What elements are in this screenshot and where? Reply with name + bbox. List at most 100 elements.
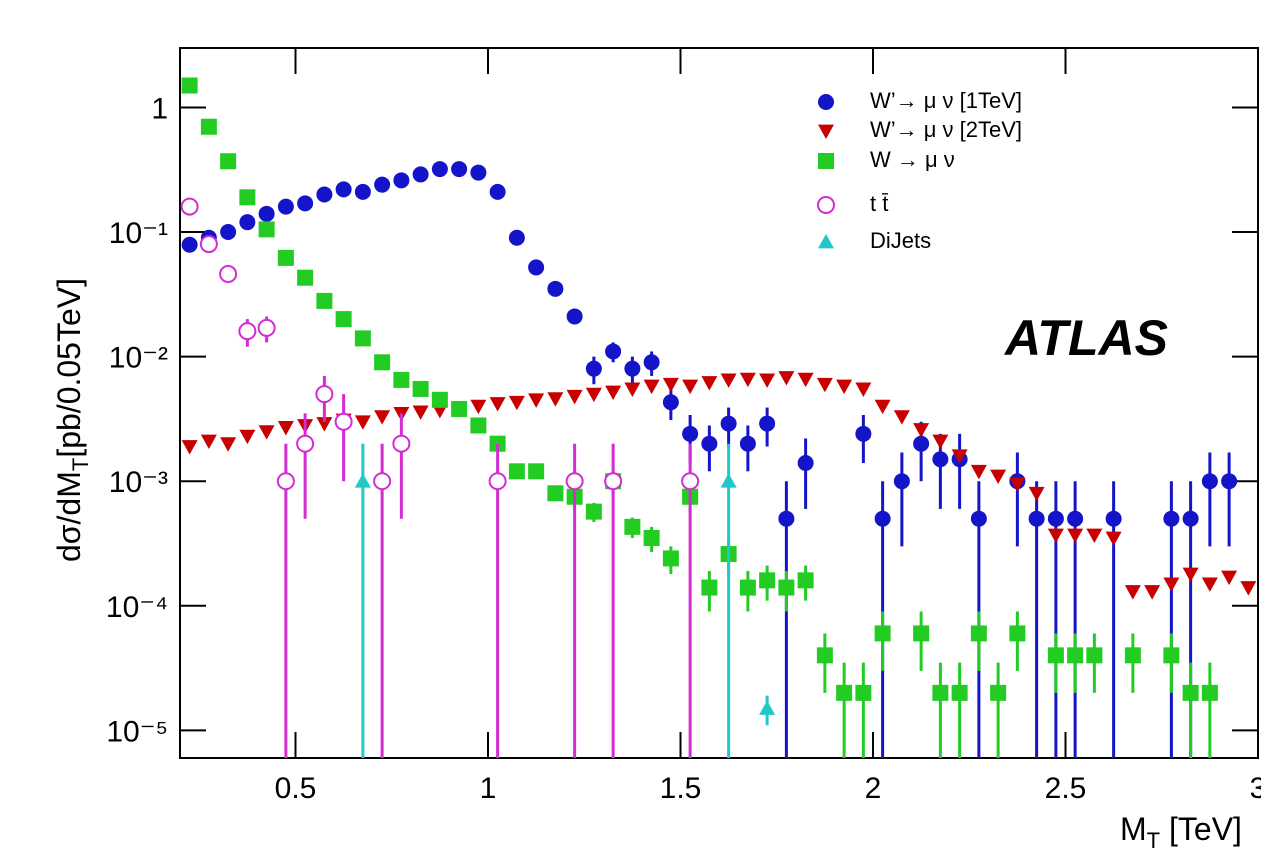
marker (1047, 528, 1064, 543)
y-axis-label: dσ/dMT[pb/0.05TeV] (51, 278, 93, 562)
series (354, 443, 776, 758)
marker (220, 437, 237, 452)
marker (199, 235, 218, 254)
marker (239, 189, 256, 206)
marker (412, 405, 429, 420)
marker (913, 625, 930, 642)
marker (682, 425, 699, 442)
marker (315, 385, 334, 404)
marker (682, 379, 699, 395)
marker (239, 429, 256, 445)
marker (374, 354, 391, 371)
marker (1182, 510, 1199, 527)
marker (277, 249, 294, 266)
marker (1163, 577, 1180, 592)
marker (489, 397, 506, 412)
marker (1201, 577, 1218, 592)
marker (816, 647, 833, 664)
marker (662, 377, 679, 393)
marker (1221, 473, 1238, 490)
marker (759, 700, 776, 715)
marker (855, 382, 872, 397)
marker (681, 472, 700, 491)
marker (836, 684, 853, 701)
marker (951, 449, 968, 464)
marker (470, 417, 487, 434)
marker (373, 472, 392, 491)
y-label-part: [pb/0.05TeV] (51, 278, 87, 458)
marker (1105, 510, 1122, 527)
marker (874, 399, 891, 415)
marker (354, 415, 371, 430)
marker (238, 322, 257, 341)
legend-marker (817, 196, 835, 214)
marker (1124, 647, 1141, 664)
marker (1028, 486, 1045, 502)
marker (1067, 647, 1084, 664)
marker (643, 354, 660, 371)
marker (354, 473, 371, 488)
marker (970, 510, 987, 527)
marker (970, 625, 987, 642)
x-axis-label: MT [TeV] (1120, 811, 1242, 852)
marker (1086, 647, 1103, 664)
marker (412, 166, 429, 183)
marker (1047, 510, 1064, 527)
marker (874, 510, 891, 527)
marker (662, 394, 679, 411)
x-label-part: M (1120, 811, 1147, 847)
marker (181, 77, 198, 94)
marker (759, 373, 776, 388)
marker (1182, 684, 1199, 701)
marker (1009, 477, 1026, 492)
marker (335, 181, 352, 198)
marker (297, 195, 314, 212)
marker (855, 684, 872, 701)
marker (1105, 531, 1122, 546)
marker (220, 224, 237, 241)
legend-label: DiJets (870, 228, 931, 253)
marker (739, 435, 756, 452)
marker (1009, 625, 1026, 642)
y-tick-label: 10⁻⁴ (106, 591, 168, 624)
marker (219, 265, 238, 284)
y-tick-label: 1 (151, 92, 168, 125)
atlas-label: ATLAS (1003, 310, 1168, 366)
marker (1047, 647, 1064, 664)
marker (1144, 585, 1161, 600)
legend-label: W’→ μ ν [1TeV] (870, 88, 1022, 113)
x-label-sub: T (1147, 828, 1160, 852)
marker (547, 280, 564, 297)
marker (1028, 510, 1045, 527)
marker (1163, 510, 1180, 527)
marker (1201, 473, 1218, 490)
marker (874, 625, 891, 642)
marker (528, 393, 545, 408)
x-tick-label: 1 (480, 772, 497, 805)
y-tick-label: 10⁻² (109, 342, 168, 375)
marker (701, 579, 718, 596)
marker (585, 387, 602, 403)
legend-marker (818, 94, 834, 110)
marker (200, 118, 217, 135)
marker (797, 372, 814, 388)
marker (604, 472, 623, 491)
marker (528, 259, 545, 276)
marker (720, 473, 737, 488)
y-tick-label: 10⁻¹ (109, 217, 168, 250)
marker (913, 435, 930, 452)
marker (970, 464, 987, 480)
x-tick-label: 2.5 (1045, 772, 1087, 805)
marker (701, 376, 718, 391)
marker (893, 473, 910, 490)
marker (297, 269, 314, 286)
marker (547, 485, 564, 502)
marker (393, 172, 410, 189)
marker (277, 421, 294, 436)
marker (393, 371, 410, 388)
marker (624, 360, 641, 377)
marker (585, 503, 602, 520)
marker (624, 382, 641, 397)
marker (797, 572, 814, 589)
